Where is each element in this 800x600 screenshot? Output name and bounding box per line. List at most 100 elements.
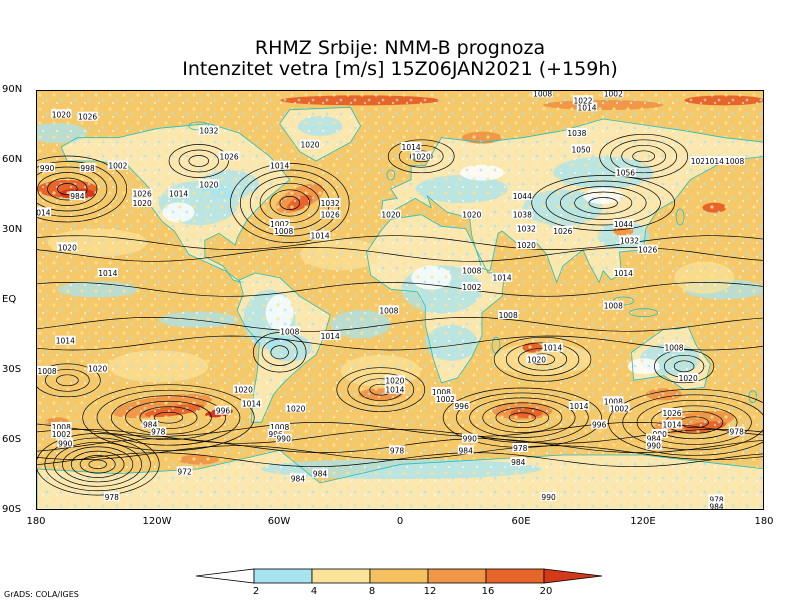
isobar-label: 1020	[52, 110, 71, 119]
isobar-label: 1020	[58, 243, 77, 252]
colorbar-segment	[369, 568, 429, 584]
isobar-label: 1032	[199, 127, 218, 136]
isobar-contour	[545, 180, 661, 226]
isobar-label-bg	[218, 151, 240, 161]
colorbar-tick-12: 12	[423, 586, 437, 597]
isobars	[37, 133, 763, 496]
isobar-label-bg	[168, 188, 189, 198]
isobar-label-bg	[384, 375, 406, 385]
isobar-label-bg	[645, 433, 662, 443]
isobar-label-bg	[708, 501, 725, 509]
isobar-label-bg	[215, 405, 231, 415]
isobar-label-bg	[526, 354, 547, 364]
isobar-label-bg	[142, 419, 159, 429]
isobar-label: 1014	[270, 162, 289, 171]
isobar-label: 1008	[280, 327, 299, 336]
isobar-contour	[110, 395, 226, 441]
isobar-contour	[493, 336, 592, 382]
isobar-contour	[55, 374, 79, 387]
isobar-label-bg	[57, 242, 78, 252]
isobar-label: 1014	[311, 232, 330, 241]
isobar-label-bg	[512, 443, 529, 452]
isobar-label-bg	[320, 331, 341, 340]
colorbar-tick-8: 8	[368, 586, 376, 597]
isobar-contour	[269, 189, 310, 217]
isobar-contour	[188, 155, 210, 167]
colorbar-tick-2: 2	[252, 586, 260, 597]
isobar-label: 1020	[133, 199, 152, 208]
wind-map: 1020 1026 1032 1020 1014 1020 1014 1026 990 998 10…	[36, 90, 764, 510]
isobar-label-bg	[552, 226, 573, 235]
isobar-label: 1008	[604, 397, 623, 406]
isobar-label: 1002	[462, 283, 481, 292]
isobar-label-bg	[570, 144, 592, 154]
isobar-label-bg	[461, 209, 482, 219]
isobar-label-bg	[400, 142, 422, 151]
lon-label-60e: 60E	[511, 516, 531, 527]
isobar-label: 1014	[56, 337, 75, 346]
isobar-contour	[44, 437, 151, 492]
isobar-label-bg	[435, 394, 456, 403]
lat-label-60n: 60N	[2, 154, 23, 165]
isobar-contour	[88, 459, 107, 470]
isobar-label: 996	[268, 430, 283, 439]
lat-label-90s: 90S	[2, 504, 22, 515]
isobar-label: 984	[143, 421, 158, 430]
isobar-contour	[96, 389, 241, 446]
isobar-label-bg	[273, 226, 294, 235]
isobar-label: 996	[592, 421, 607, 430]
isobar-contour	[632, 150, 656, 163]
isobar-label-bg	[150, 426, 167, 436]
isobar-label-bg	[512, 191, 533, 200]
isobar-label: 1008	[52, 423, 71, 432]
isobar-label-bg	[378, 305, 400, 315]
isobar-label: 1014	[543, 344, 562, 353]
isobar-line	[37, 452, 763, 468]
isobar-label: 998	[80, 164, 95, 173]
lat-label-30n: 30N	[2, 224, 23, 235]
isobar-label: 1056	[616, 169, 635, 178]
isobar-label-bg	[498, 310, 519, 319]
isobar-label-bg	[269, 422, 290, 431]
isobar-contour	[37, 172, 98, 206]
isobar-label: 1020	[691, 157, 710, 166]
isobar-label: 1038	[513, 211, 532, 220]
colorbar-segment	[253, 568, 313, 584]
colorbar-tick-16: 16	[481, 586, 495, 597]
isobar-contour	[79, 455, 116, 474]
isobar-label: 1020	[412, 152, 431, 161]
isobar-label-bg	[389, 445, 405, 455]
isobar-label-bg	[461, 433, 478, 443]
isobar-contour	[153, 411, 184, 424]
isobar-contour	[588, 197, 618, 209]
isobar-label: 1008	[533, 91, 552, 98]
isobar-label: 1044	[614, 220, 633, 229]
isobar-label: 984	[291, 474, 306, 483]
isobar-label-bg	[566, 128, 588, 137]
isobar-label: 1014	[493, 274, 512, 283]
coastline-island	[675, 208, 685, 226]
isobar-line	[37, 421, 763, 437]
isobar-contour	[336, 367, 426, 413]
isobar-label: 1008	[725, 157, 744, 166]
isobar-label-bg	[576, 102, 598, 112]
isobar-label: 978	[513, 444, 528, 453]
isobar-label-bg	[132, 198, 153, 207]
isobar-label-bg	[198, 125, 220, 135]
coastline-africa	[366, 214, 505, 384]
isobar-label-bg	[613, 268, 634, 277]
isobar-label: 1014	[169, 190, 188, 199]
isobar-label-bg	[198, 179, 220, 189]
isobar-label-bg	[678, 373, 699, 382]
isobar-label-bg	[275, 433, 292, 443]
isobar-label: 1032	[321, 199, 340, 208]
isobar-label-bg	[299, 139, 321, 149]
isobar-label: 978	[390, 446, 405, 455]
isobar-label: 1026	[662, 409, 681, 418]
isobar-contour	[125, 400, 212, 435]
colorbar	[196, 568, 603, 584]
isobar-label: 1002	[436, 395, 455, 404]
lon-label-120w: 120W	[142, 516, 172, 527]
isobar-label-bg	[285, 403, 306, 413]
